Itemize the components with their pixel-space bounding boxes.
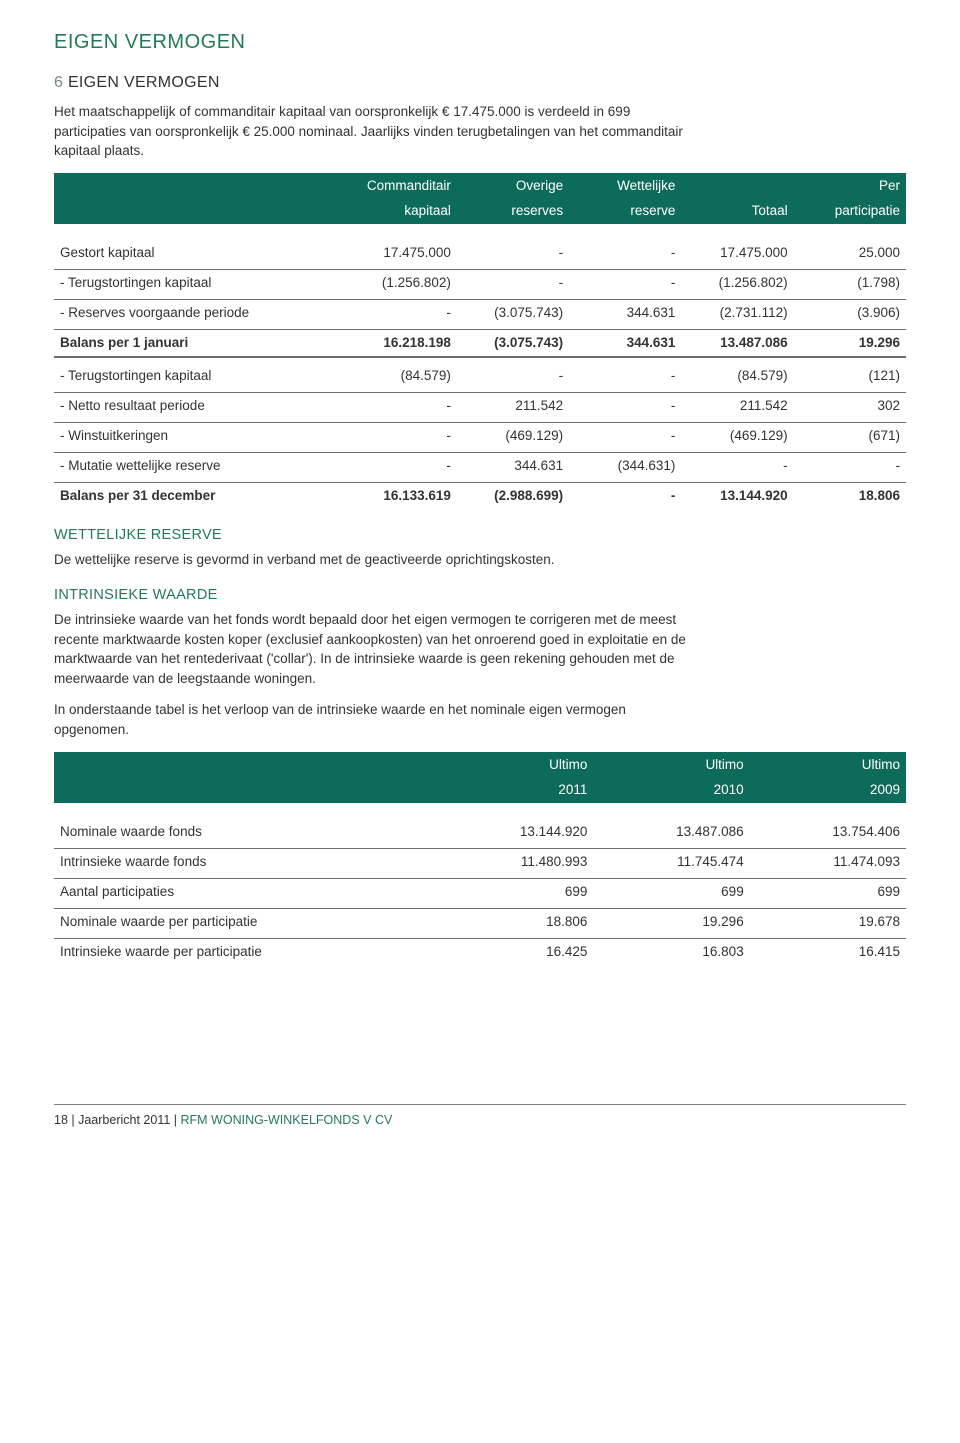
table-row: - Reserves voorgaande periode-(3.075.743… bbox=[54, 300, 906, 326]
intrinsieke-waarde-table: UltimoUltimoUltimo 201120102009 Nominale… bbox=[54, 752, 906, 965]
table-row: - Winstuitkeringen-(469.129)-(469.129)(6… bbox=[54, 422, 906, 448]
balance-row: Balans per 1 januari16.218.198(3.075.743… bbox=[54, 330, 906, 357]
footer-subtitle: RFM WONING-WINKELFONDS V CV bbox=[181, 1113, 393, 1127]
table-row: - Terugstortingen kapitaal(84.579)--(84.… bbox=[54, 363, 906, 389]
table-row: - Terugstortingen kapitaal(1.256.802)--(… bbox=[54, 270, 906, 296]
eigen-vermogen-table: CommanditairOverigeWettelijkePer kapitaa… bbox=[54, 173, 906, 509]
balance-row: Balans per 31 december16.133.619(2.988.6… bbox=[54, 483, 906, 509]
section-heading: 6 EIGEN VERMOGEN bbox=[54, 71, 906, 94]
wettelijke-reserve-paragraph: De wettelijke reserve is gevormd in verb… bbox=[54, 550, 694, 570]
table-header-row-2: 201120102009 bbox=[54, 777, 906, 803]
table-row: Nominale waarde per participatie18.80619… bbox=[54, 908, 906, 934]
wettelijke-reserve-heading: WETTELIJKE RESERVE bbox=[54, 525, 906, 546]
table-header-row-1: CommanditairOverigeWettelijkePer bbox=[54, 173, 906, 199]
table-row: Nominale waarde fonds13.144.92013.487.08… bbox=[54, 819, 906, 845]
page-title: EIGEN VERMOGEN bbox=[54, 28, 906, 57]
table-row: Intrinsieke waarde per participatie16.42… bbox=[54, 938, 906, 964]
intro-paragraph: Het maatschappelijk of commanditair kapi… bbox=[54, 102, 694, 161]
table-row: Gestort kapitaal17.475.000--17.475.00025… bbox=[54, 240, 906, 266]
table-row: - Mutatie wettelijke reserve-344.631(344… bbox=[54, 452, 906, 478]
table-header-row-1: UltimoUltimoUltimo bbox=[54, 752, 906, 778]
section-number: 6 bbox=[54, 74, 63, 91]
intrinsieke-waarde-paragraph-2: In onderstaande tabel is het verloop van… bbox=[54, 700, 694, 739]
page-footer: 18 | Jaarbericht 2011 | RFM WONING-WINKE… bbox=[54, 1104, 906, 1129]
footer-page-number: 18 bbox=[54, 1113, 68, 1127]
intrinsieke-waarde-paragraph-1: De intrinsieke waarde van het fonds word… bbox=[54, 610, 694, 688]
footer-title: Jaarbericht 2011 bbox=[78, 1113, 170, 1127]
table-row: Aantal participaties699699699 bbox=[54, 878, 906, 904]
table-header-row-2: kapitaalreservesreserveTotaalparticipati… bbox=[54, 198, 906, 224]
intrinsieke-waarde-heading: INTRINSIEKE WAARDE bbox=[54, 585, 906, 606]
section-title: EIGEN VERMOGEN bbox=[68, 74, 220, 91]
table-row: - Netto resultaat periode-211.542-211.54… bbox=[54, 392, 906, 418]
table-row: Intrinsieke waarde fonds11.480.99311.745… bbox=[54, 848, 906, 874]
